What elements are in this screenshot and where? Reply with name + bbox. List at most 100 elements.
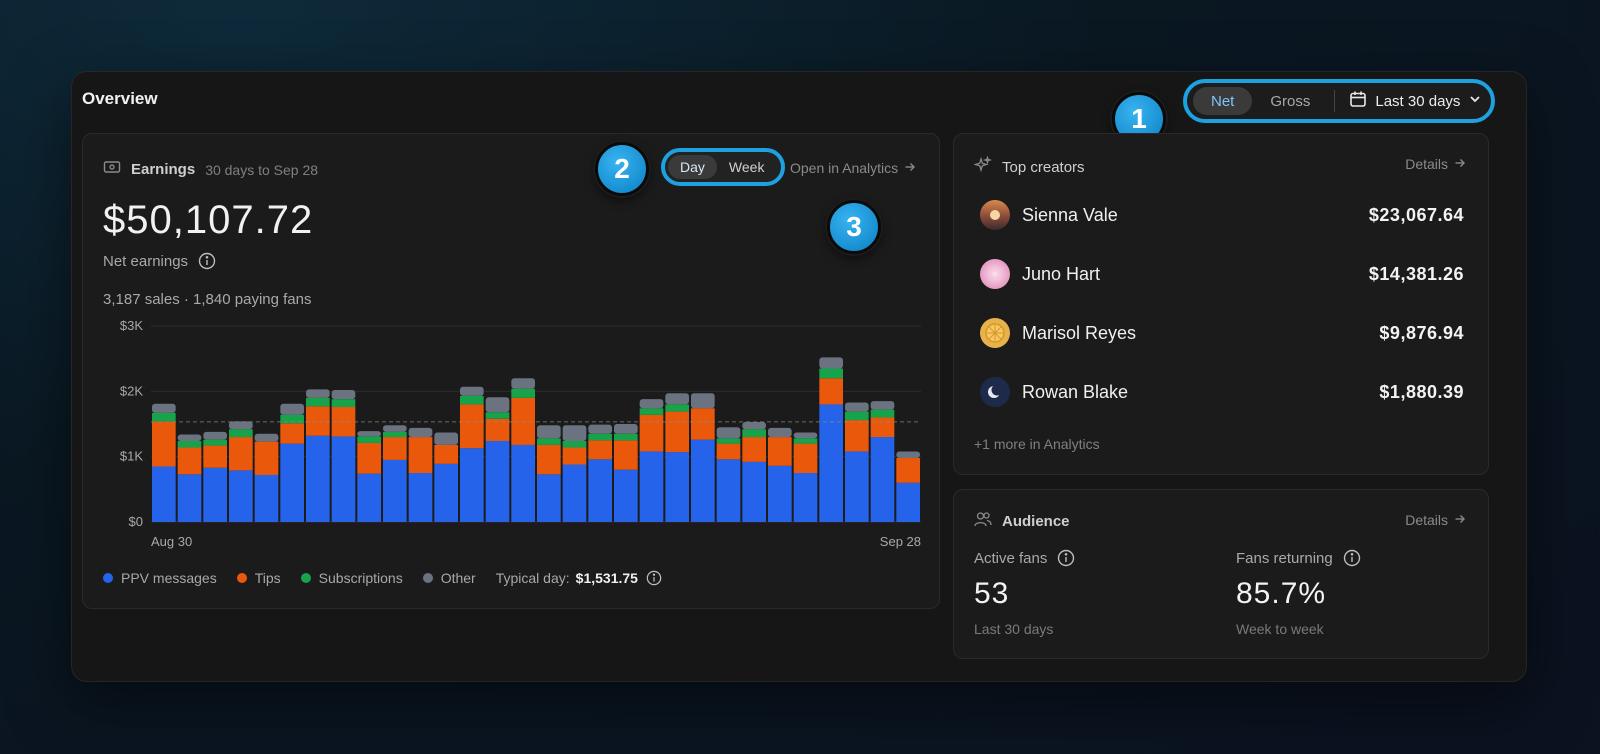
arrow-right-icon [1454, 512, 1466, 528]
bar-segment-subs [460, 395, 484, 405]
bar-segment-ppv [691, 439, 715, 522]
bar-segment-other [408, 427, 433, 438]
bar-segment-ppv [485, 440, 510, 522]
audience-details-link[interactable]: Details [1405, 512, 1466, 528]
view-controls: Net Gross Last 30 days [1183, 79, 1495, 123]
bar-segment-tips [511, 397, 535, 445]
bar-segment-other [537, 425, 561, 439]
arrow-right-icon [904, 160, 916, 176]
bar-segment-ppv [639, 451, 664, 522]
creator-row[interactable]: Juno Hart $14,381.26 [980, 254, 1464, 294]
bar-segment-other [639, 399, 664, 409]
bar-segment-subs [716, 438, 741, 444]
creator-row[interactable]: Marisol Reyes $9,876.94 [980, 313, 1464, 353]
bar-segment-other [819, 357, 843, 369]
bar-segment-other [793, 432, 818, 439]
open-in-analytics-link[interactable]: Open in Analytics [790, 160, 916, 176]
creator-name: Marisol Reyes [1022, 322, 1137, 343]
legend-subscriptions: Subscriptions [300, 570, 403, 586]
bar-segment-tips [306, 406, 330, 436]
fans-returning-value: 85.7% [1236, 577, 1327, 610]
sparkles-icon [973, 155, 993, 179]
details-label: Details [1405, 156, 1448, 172]
bar-segment-subs [614, 433, 638, 441]
bar-segment-subs [331, 399, 356, 408]
bar-segment-ppv [203, 467, 227, 522]
bar-segment-subs [357, 436, 381, 443]
fans-returning-label-row: Fans returning [1236, 549, 1361, 567]
date-range-dropdown[interactable]: Last 30 days [1349, 90, 1482, 112]
creator-amount: $23,067.64 [1368, 204, 1464, 225]
avatar [980, 259, 1010, 289]
active-fans-metric: Active fans 53 Last 30 days [974, 549, 1075, 637]
avatar [980, 377, 1010, 407]
bar-segment-tips [229, 437, 253, 471]
bar-segment-tips [408, 437, 433, 473]
users-icon [974, 511, 992, 532]
week-button[interactable]: Week [728, 159, 765, 175]
active-fans-value: 53 [974, 577, 1010, 610]
bar-segment-ppv [870, 437, 895, 522]
bar-segment-tips [280, 423, 304, 444]
date-range-label: Last 30 days [1375, 92, 1461, 110]
bar-segment-subs [511, 388, 535, 398]
legend-tips: Tips [236, 570, 281, 586]
info-icon[interactable] [646, 570, 662, 586]
arrow-right-icon [1454, 156, 1466, 172]
creator-row[interactable]: Rowan Blake $1,880.39 [980, 372, 1464, 412]
bar-segment-ppv [819, 404, 843, 522]
creator-row[interactable]: Sienna Vale $23,067.64 [980, 195, 1464, 235]
info-icon[interactable] [1057, 549, 1075, 567]
bar-segment-ppv [793, 473, 818, 522]
bar-segment-subs [383, 431, 407, 438]
net-earnings-label: Net earnings [103, 252, 189, 270]
cash-icon [103, 160, 121, 179]
bar-segment-tips [177, 447, 202, 475]
bar-segment-ppv [434, 463, 458, 522]
bar-segment-tips [152, 421, 176, 467]
bar-segment-tips [588, 440, 612, 460]
bar-segment-tips [665, 411, 689, 453]
more-in-analytics-link[interactable]: +1 more in Analytics [974, 436, 1100, 452]
net-button[interactable]: Net [1193, 87, 1253, 115]
fans-returning-note: Week to week [1236, 621, 1324, 637]
bar-segment-tips [383, 437, 407, 460]
bar-segment-other [383, 425, 407, 432]
bar-segment-other [434, 432, 458, 445]
bar-segment-ppv [152, 466, 176, 522]
bar-segment-ppv [614, 469, 638, 522]
bar-segment-tips [254, 441, 279, 475]
bar-segment-ppv [716, 459, 741, 522]
gross-button[interactable]: Gross [1270, 92, 1311, 110]
legend-dot [103, 573, 113, 583]
net-earnings-amount: $50,107.72 [103, 198, 314, 242]
bar-segment-ppv [357, 473, 381, 522]
audience-header: Audience [974, 511, 1070, 532]
active-fans-label-row: Active fans [974, 549, 1075, 567]
creators-details-link[interactable]: Details [1405, 156, 1466, 172]
bar-segment-ppv [511, 444, 535, 522]
creator-name: Sienna Vale [1022, 204, 1118, 225]
legend-dot [236, 573, 247, 583]
bar-segment-ppv [588, 459, 612, 522]
bar-segment-other [229, 421, 253, 430]
legend-subscriptions-label: Subscriptions [318, 570, 403, 586]
granularity-toggle: Day Week [661, 148, 785, 186]
avatar [980, 318, 1010, 348]
day-button[interactable]: Day [668, 155, 717, 179]
bar-segment-ppv [845, 451, 869, 522]
bar-segment-other [562, 425, 587, 441]
bar-segment-other [254, 433, 279, 442]
y-tick-label: $1K [120, 449, 143, 464]
bar-segment-subs [870, 409, 895, 418]
info-icon[interactable] [1343, 549, 1361, 567]
callout-badge-2: 2 [595, 142, 649, 196]
info-icon[interactable] [198, 252, 216, 270]
bar-segment-subs [819, 368, 843, 379]
legend-dot [300, 573, 311, 583]
top-creators-title: Top creators [1002, 159, 1085, 176]
bar-segment-other [665, 393, 689, 405]
bar-segment-ppv [229, 470, 253, 522]
bar-segment-other [331, 390, 356, 400]
sales-summary: 3,187 sales · 1,840 paying fans [103, 291, 312, 308]
